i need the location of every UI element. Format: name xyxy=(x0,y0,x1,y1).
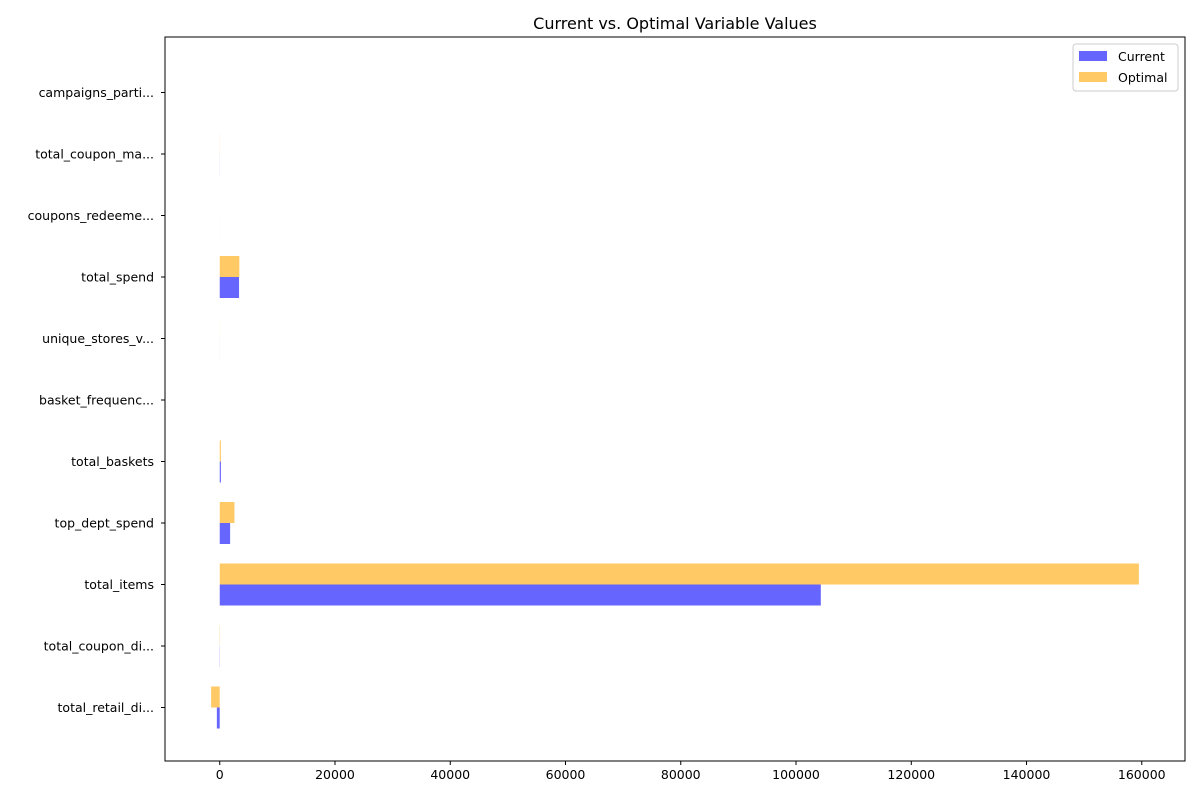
x-axis: 0 20000 40000 60000 80000 100000 120000 140000 1… xyxy=(216,761,1166,782)
x-tick-label: 140000 xyxy=(1003,767,1051,782)
y-tick-label: coupons_redeeme... xyxy=(28,208,154,223)
chart-title: Current vs. Optimal Variable Values xyxy=(533,14,817,33)
bar-optimal-4 xyxy=(220,256,240,277)
bars-layer xyxy=(211,72,1139,729)
x-tick-label: 60000 xyxy=(546,767,586,782)
legend-label-current: Current xyxy=(1118,49,1165,64)
y-tick-label: unique_stores_v... xyxy=(42,331,154,346)
legend-swatch-optimal xyxy=(1079,72,1107,82)
bar-optimal-7 xyxy=(220,441,221,462)
y-tick-label: total_items xyxy=(84,577,154,592)
bar-optimal-9 xyxy=(220,564,1139,585)
x-tick-label: 0 xyxy=(216,767,224,782)
bar-current-7 xyxy=(220,462,221,483)
y-tick-label: total_coupon_ma... xyxy=(35,147,154,162)
bar-current-4 xyxy=(220,277,239,298)
x-tick-label: 40000 xyxy=(430,767,470,782)
y-tick-label: total_coupon_di... xyxy=(44,639,154,654)
y-tick-label: campaigns_parti... xyxy=(39,85,154,100)
x-tick-label: 80000 xyxy=(661,767,701,782)
x-tick-label: 100000 xyxy=(772,767,820,782)
plot-frame xyxy=(165,37,1185,761)
x-tick-label: 160000 xyxy=(1118,767,1166,782)
legend-label-optimal: Optimal xyxy=(1118,70,1167,85)
bar-optimal-8 xyxy=(220,502,235,523)
y-tick-label: total_baskets xyxy=(71,454,154,469)
y-tick-label: total_spend xyxy=(81,270,154,285)
bar-current-8 xyxy=(220,523,230,544)
x-tick-label: 120000 xyxy=(887,767,935,782)
bar-current-11 xyxy=(217,708,220,729)
y-tick-label: basket_frequenc... xyxy=(39,393,154,408)
y-tick-label: top_dept_spend xyxy=(55,516,154,531)
legend: Current Optimal xyxy=(1073,44,1178,91)
x-tick-label: 20000 xyxy=(315,767,355,782)
y-axis: campaigns_parti... total_coupon_ma...coup… xyxy=(28,85,165,715)
bar-optimal-11 xyxy=(211,687,220,708)
y-tick-label: total_retail_di... xyxy=(58,700,154,715)
legend-swatch-current xyxy=(1079,51,1107,61)
bar-current-9 xyxy=(220,585,821,606)
